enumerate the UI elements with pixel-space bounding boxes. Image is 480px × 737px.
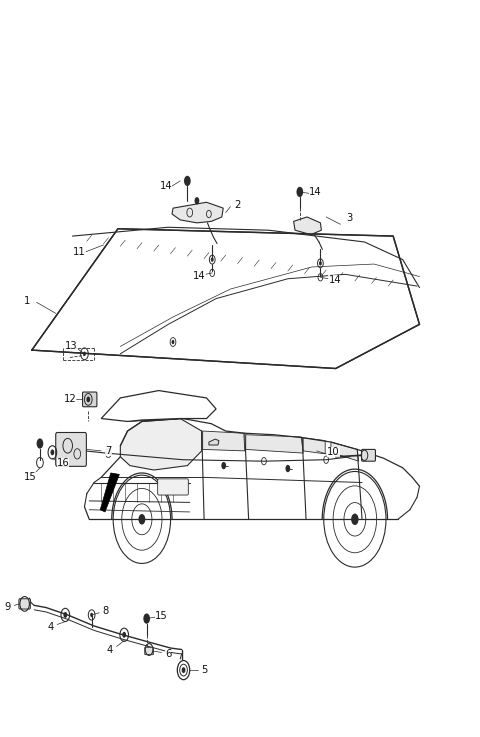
Text: 14: 14 (328, 275, 341, 285)
Text: 14: 14 (159, 181, 172, 191)
FancyBboxPatch shape (83, 392, 97, 407)
Text: 13: 13 (65, 341, 78, 352)
Text: 8: 8 (102, 607, 108, 616)
FancyBboxPatch shape (19, 598, 30, 609)
Polygon shape (128, 394, 206, 422)
Text: 7: 7 (105, 446, 111, 456)
Circle shape (36, 439, 43, 449)
Text: 2: 2 (234, 200, 241, 210)
Polygon shape (172, 202, 223, 223)
Text: 5: 5 (202, 665, 208, 675)
Text: 11: 11 (73, 248, 86, 257)
Polygon shape (246, 435, 303, 453)
Text: 14: 14 (309, 187, 322, 197)
Polygon shape (303, 438, 325, 454)
Text: 1: 1 (24, 296, 30, 306)
Circle shape (194, 197, 199, 204)
Circle shape (138, 514, 145, 525)
Polygon shape (209, 439, 219, 445)
Polygon shape (100, 473, 120, 512)
Text: 6: 6 (165, 649, 171, 659)
Text: 14: 14 (193, 270, 205, 281)
FancyBboxPatch shape (145, 647, 154, 654)
Circle shape (90, 612, 93, 617)
Circle shape (50, 450, 54, 455)
FancyBboxPatch shape (56, 433, 86, 467)
Circle shape (286, 465, 290, 472)
Polygon shape (203, 431, 245, 451)
Circle shape (86, 397, 90, 402)
Text: 9: 9 (5, 602, 11, 612)
Circle shape (144, 613, 150, 624)
Circle shape (351, 514, 359, 525)
Text: 4: 4 (48, 623, 54, 632)
Polygon shape (120, 419, 202, 470)
FancyBboxPatch shape (157, 479, 188, 495)
Polygon shape (331, 442, 359, 461)
Polygon shape (294, 217, 322, 234)
Circle shape (184, 175, 191, 186)
Circle shape (63, 612, 67, 618)
Polygon shape (101, 391, 216, 422)
Circle shape (83, 352, 86, 356)
Circle shape (297, 186, 303, 197)
Text: 3: 3 (346, 214, 352, 223)
Circle shape (319, 261, 322, 265)
Polygon shape (32, 228, 420, 368)
Text: 12: 12 (64, 394, 76, 405)
Text: 16: 16 (57, 458, 69, 468)
Circle shape (211, 257, 214, 262)
Circle shape (221, 462, 226, 469)
Circle shape (171, 340, 174, 344)
Text: 15: 15 (155, 612, 168, 621)
Circle shape (181, 667, 185, 673)
Text: 4: 4 (107, 644, 113, 654)
Text: 15: 15 (24, 472, 37, 483)
Circle shape (122, 632, 126, 638)
FancyBboxPatch shape (361, 450, 375, 461)
Text: 10: 10 (327, 447, 340, 458)
